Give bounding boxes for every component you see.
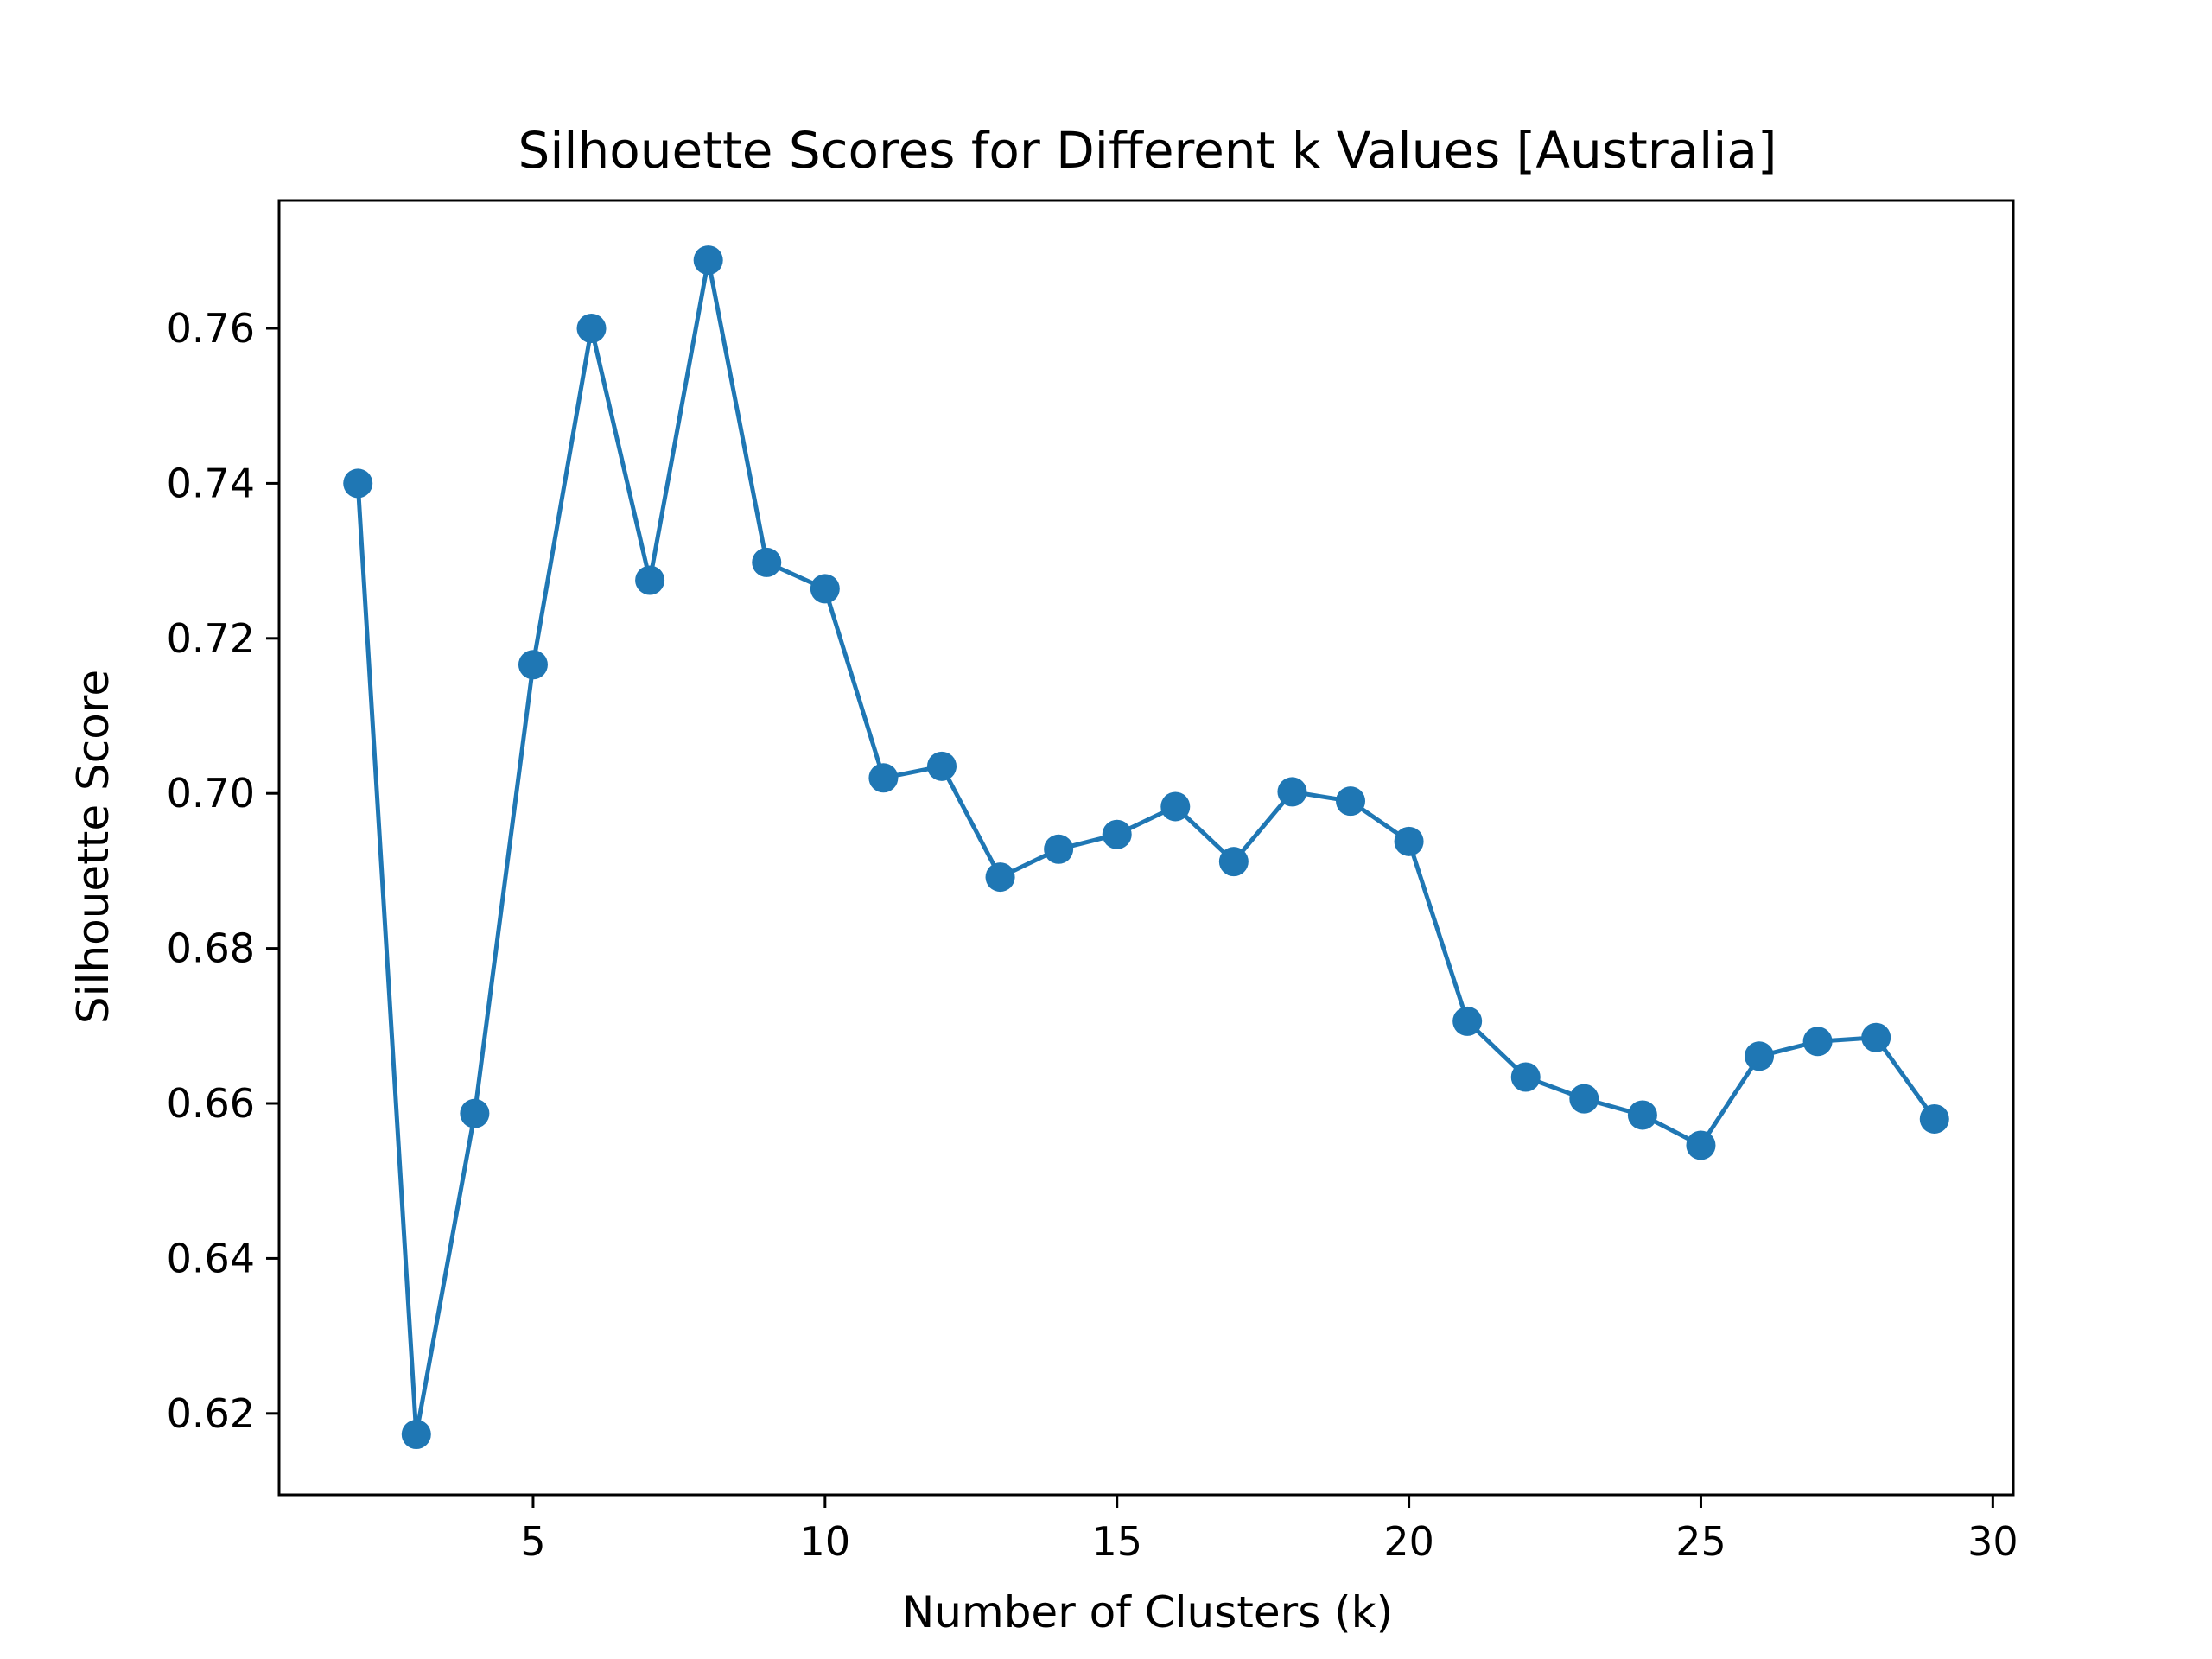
data-point xyxy=(810,574,840,604)
data-point xyxy=(1102,819,1132,849)
plot-area: 5 10 15 20 25 30 0.62 0.64 0.66 0.68 0.70 0.72 0.74 0… xyxy=(167,199,2018,1565)
data-point xyxy=(868,763,899,793)
data-point xyxy=(1569,1084,1599,1114)
data-point xyxy=(1336,786,1366,817)
y-tick-label: 0.68 xyxy=(167,925,255,972)
data-point xyxy=(1044,834,1074,864)
y-tick-label: 0.66 xyxy=(167,1080,255,1127)
y-tick-label: 0.74 xyxy=(167,460,255,506)
y-axis-label: Silhouette Score xyxy=(68,670,118,1024)
series-line xyxy=(355,257,1936,1437)
axes-frame xyxy=(277,199,2015,1497)
data-point xyxy=(1394,826,1424,856)
data-point xyxy=(460,1098,490,1128)
y-tick-label: 0.72 xyxy=(167,615,255,662)
x-tick-label: 5 xyxy=(520,1518,545,1565)
data-point xyxy=(1277,777,1307,807)
data-point xyxy=(635,565,665,595)
data-point xyxy=(1686,1130,1716,1160)
x-tick-label: 25 xyxy=(1675,1518,1726,1565)
x-tick-label: 30 xyxy=(1967,1518,2018,1565)
data-point xyxy=(926,751,957,781)
chart-title: Silhouette Scores for Different k Values… xyxy=(518,121,1777,180)
x-tick-label: 20 xyxy=(1383,1518,1434,1565)
data-point xyxy=(1218,847,1249,877)
data-point xyxy=(1919,1103,1949,1134)
data-point xyxy=(1627,1100,1657,1130)
data-point xyxy=(1802,1027,1833,1057)
data-point xyxy=(1452,1006,1483,1036)
data-point xyxy=(1160,791,1191,822)
data-point xyxy=(343,468,373,499)
data-point xyxy=(1861,1022,1891,1052)
y-tick-label: 0.64 xyxy=(167,1235,255,1281)
data-point xyxy=(1745,1041,1775,1071)
x-axis-label: Number of Clusters (k) xyxy=(902,1587,1393,1637)
data-point xyxy=(576,314,607,344)
data-point xyxy=(401,1420,431,1450)
data-point xyxy=(518,650,548,680)
data-point xyxy=(752,547,782,577)
x-tick-label: 10 xyxy=(800,1518,851,1565)
y-tick-label: 0.70 xyxy=(167,770,255,817)
y-tick-label: 0.62 xyxy=(167,1390,255,1437)
data-point xyxy=(985,862,1015,893)
data-point xyxy=(693,245,723,276)
data-point xyxy=(1510,1062,1541,1092)
y-tick-label: 0.76 xyxy=(167,305,255,352)
x-tick-label: 15 xyxy=(1091,1518,1142,1565)
